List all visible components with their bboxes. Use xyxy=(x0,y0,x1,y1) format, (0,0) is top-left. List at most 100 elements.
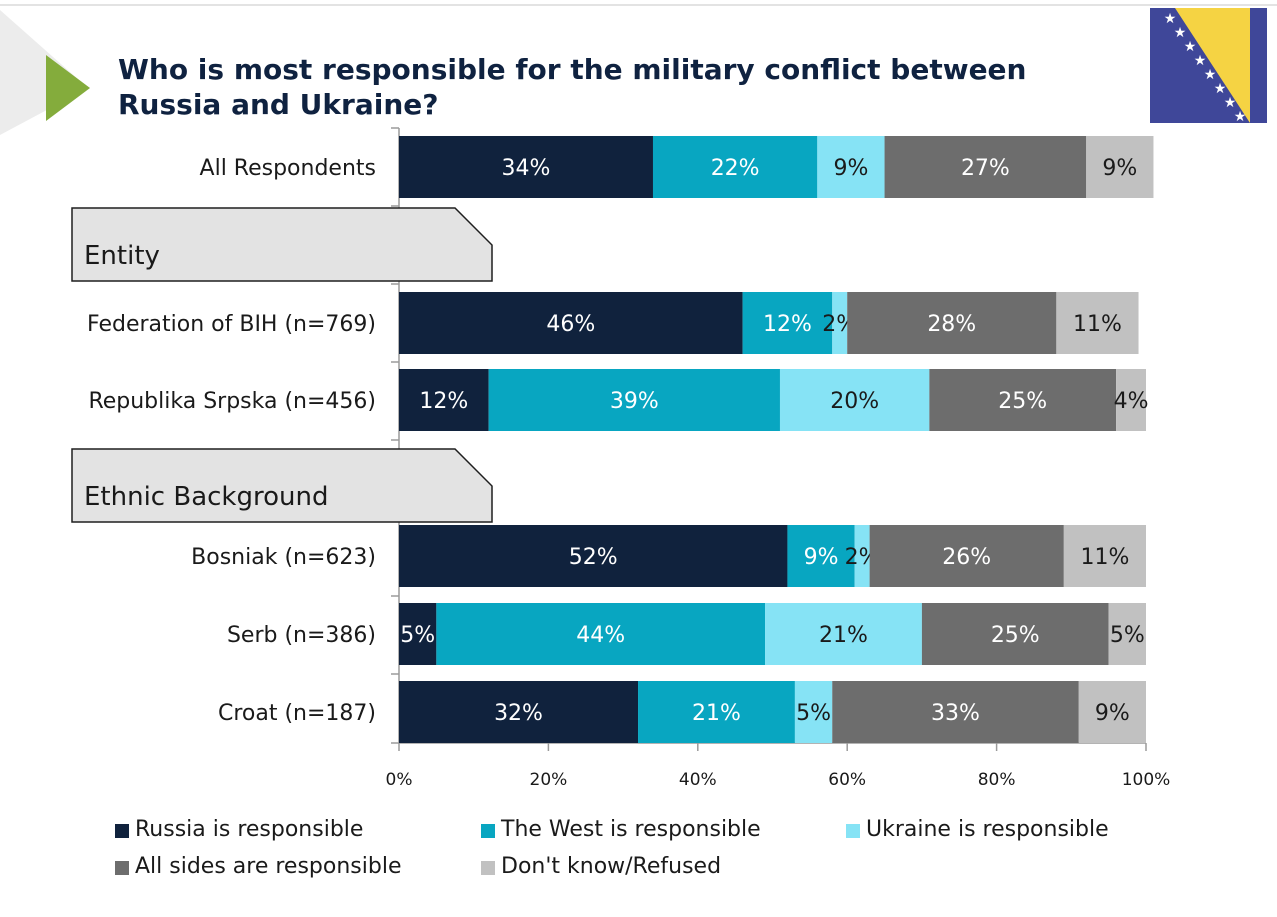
bar-segment-russia xyxy=(399,136,653,198)
data-label-ukraine: 5% xyxy=(796,701,831,726)
chart-title: Who is most responsible for the military… xyxy=(118,53,1027,121)
bosnia-herzegovina-flag-icon: ★ ★ ★ ★ ★ ★ ★ ★ xyxy=(1150,8,1267,125)
legend-swatch xyxy=(115,824,129,838)
bar-segment-west xyxy=(787,525,855,587)
data-label-west: 9% xyxy=(804,545,839,570)
bar-segment-all-sides xyxy=(847,292,1057,354)
svg-text:★: ★ xyxy=(1164,11,1177,27)
bar-segment-dont-know xyxy=(1116,369,1146,431)
bar-segment-west xyxy=(742,292,833,354)
bar-segment-ukraine xyxy=(832,292,848,354)
data-label-russia: 34% xyxy=(502,156,551,181)
svg-text:★: ★ xyxy=(1204,67,1217,83)
data-label-dont-know: 9% xyxy=(1095,701,1130,726)
legend-swatch xyxy=(115,861,129,875)
x-tick-label: 60% xyxy=(828,770,866,790)
bar-segment-dont-know xyxy=(1108,603,1146,665)
data-label-ukraine: 9% xyxy=(833,156,868,181)
bar-segment-ukraine xyxy=(794,681,833,743)
bar-segment-ukraine xyxy=(817,136,885,198)
svg-text:★: ★ xyxy=(1224,95,1237,111)
bar-segment-ukraine xyxy=(854,525,870,587)
data-label-all-sides: 28% xyxy=(927,312,976,337)
bar-segment-russia xyxy=(399,603,437,665)
bar-segment-dont-know xyxy=(1056,292,1139,354)
data-label-west: 22% xyxy=(711,156,760,181)
x-tick-label: 0% xyxy=(386,770,413,790)
category-label: Serb (n=386) xyxy=(227,623,376,648)
section-header-tab xyxy=(71,207,493,282)
category-label: All Respondents xyxy=(200,156,376,181)
data-label-russia: 32% xyxy=(494,701,543,726)
data-label-west: 44% xyxy=(576,623,625,648)
data-label-all-sides: 25% xyxy=(998,389,1047,414)
top-border xyxy=(0,4,1277,6)
section-header-label: Entity xyxy=(84,241,160,271)
data-label-dont-know: 11% xyxy=(1080,545,1129,570)
data-label-dont-know: 5% xyxy=(1110,623,1145,648)
category-label: Croat (n=187) xyxy=(218,701,376,726)
x-tick-label: 40% xyxy=(679,770,717,790)
data-label-russia: 52% xyxy=(569,545,618,570)
svg-text:★: ★ xyxy=(1194,53,1207,69)
bar-segment-dont-know xyxy=(1078,681,1146,743)
legend-swatch xyxy=(481,824,495,838)
bar-segment-dont-know xyxy=(1063,525,1146,587)
data-label-all-sides: 33% xyxy=(931,701,980,726)
data-label-all-sides: 27% xyxy=(961,156,1010,181)
green-triangle-arrow-icon xyxy=(46,55,90,121)
data-label-dont-know: 9% xyxy=(1102,156,1137,181)
data-label-russia: 12% xyxy=(419,389,468,414)
data-label-west: 21% xyxy=(692,701,741,726)
legend-label: Russia is responsible xyxy=(135,817,364,842)
bar-segment-west xyxy=(638,681,795,743)
x-tick-label: 80% xyxy=(978,770,1016,790)
data-label-ukraine: 20% xyxy=(830,389,879,414)
bar-segment-all-sides xyxy=(869,525,1064,587)
legend-swatch xyxy=(481,861,495,875)
data-label-russia: 5% xyxy=(400,623,435,648)
bar-segment-russia xyxy=(399,369,489,431)
bar-segment-all-sides xyxy=(832,681,1079,743)
x-tick-label: 20% xyxy=(530,770,568,790)
bar-segment-all-sides xyxy=(884,136,1087,198)
bar-segment-all-sides xyxy=(921,603,1109,665)
data-label-russia: 46% xyxy=(546,312,595,337)
category-label: Republika Srpska (n=456) xyxy=(88,389,376,414)
bar-segment-russia xyxy=(399,292,743,354)
bar-segment-west xyxy=(436,603,766,665)
data-label-all-sides: 26% xyxy=(942,545,991,570)
x-tick-label: 100% xyxy=(1122,770,1171,790)
data-label-dont-know: 4% xyxy=(1114,389,1149,414)
bar-segment-ukraine xyxy=(779,369,930,431)
legend-label: Don't know/Refused xyxy=(501,854,722,879)
legend-swatch xyxy=(846,824,860,838)
bar-segment-ukraine xyxy=(765,603,922,665)
svg-text:★: ★ xyxy=(1234,109,1247,125)
section-header-tab xyxy=(71,448,493,523)
data-label-all-sides: 25% xyxy=(991,623,1040,648)
legend-label: The West is responsible xyxy=(501,817,761,842)
category-label: Federation of BIH (n=769) xyxy=(87,312,376,337)
grey-shape-decor xyxy=(0,10,88,135)
data-label-west: 39% xyxy=(610,389,659,414)
bar-segment-russia xyxy=(399,681,639,743)
svg-text:★: ★ xyxy=(1174,25,1187,41)
bar-segment-dont-know xyxy=(1086,136,1154,198)
category-label: Bosniak (n=623) xyxy=(191,545,376,570)
legend-label: Ukraine is responsible xyxy=(866,817,1109,842)
bar-segment-all-sides xyxy=(929,369,1117,431)
data-label-ukraine: 21% xyxy=(819,623,868,648)
data-label-west: 12% xyxy=(763,312,812,337)
bar-segment-west xyxy=(652,136,818,198)
section-header-label: Ethnic Background xyxy=(84,482,328,512)
bar-segment-russia xyxy=(399,525,788,587)
svg-text:★: ★ xyxy=(1184,39,1197,55)
legend-label: All sides are responsible xyxy=(135,854,402,879)
data-label-dont-know: 11% xyxy=(1073,312,1122,337)
svg-text:★: ★ xyxy=(1214,81,1227,97)
bar-segment-west xyxy=(488,369,780,431)
